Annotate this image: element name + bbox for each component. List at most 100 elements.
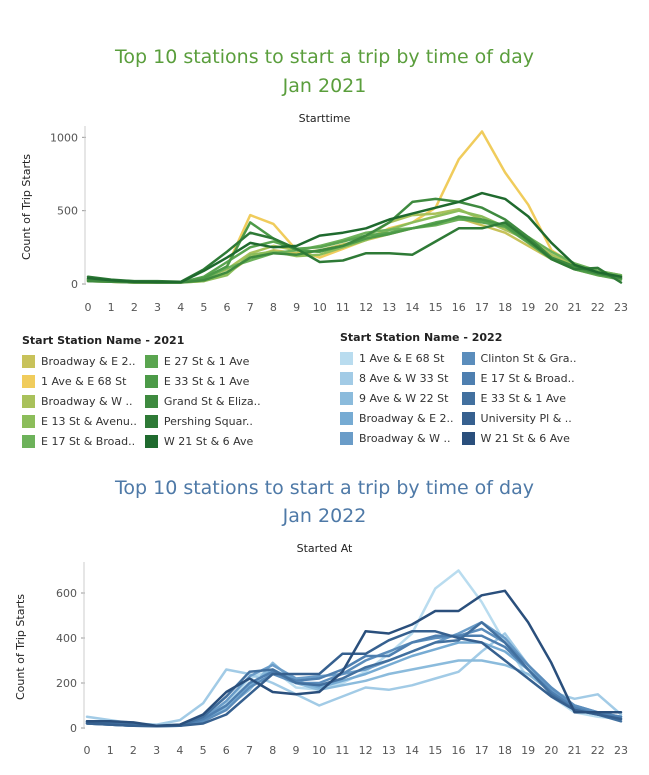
chart1-x-tick-label: 13 <box>382 301 396 314</box>
legend-2022-swatch <box>461 431 475 445</box>
chart1-y-tick-label: 500 <box>57 205 78 218</box>
chart2-series-line-10[interactable] <box>85 589 623 728</box>
chart2-x-tick-label: 4 <box>176 744 183 757</box>
legend-2021-label: Grand St & Eliza.. <box>163 394 261 408</box>
chart2-x-tick-label: 22 <box>591 744 605 757</box>
chart1-x-tick-label: 11 <box>336 301 350 314</box>
legend-2022-swatch <box>461 371 475 385</box>
chart1-x-tick-label: 22 <box>591 301 605 314</box>
chart2-series-line-1[interactable] <box>85 569 623 727</box>
chart1-series-line-8[interactable] <box>86 197 623 284</box>
legend-2021-label: Pershing Squar.. <box>163 414 253 428</box>
chart1-x-tick-label: 23 <box>614 301 628 314</box>
chart1-y-axis-label: Count of Trip Starts <box>20 154 33 260</box>
legend-2022-label: 9 Ave & W 22 St <box>359 391 449 405</box>
legend-2022-item[interactable]: E 17 St & Broad.. <box>461 368 577 388</box>
chart1-x-tick-label: 19 <box>521 301 535 314</box>
legend-2021-item[interactable]: E 13 St & Avenu.. <box>22 411 137 431</box>
legend-2021-item[interactable]: Grand St & Eliza.. <box>144 391 261 411</box>
legend-2021-item[interactable]: Broadway & E 2.. <box>22 351 137 371</box>
legend-2021-item[interactable]: E 27 St & 1 Ave <box>144 351 261 371</box>
chart1-subtitle: Jan 2021 <box>282 75 367 97</box>
chart2-x-tick-label: 8 <box>269 744 276 757</box>
chart1-x-tick-label: 20 <box>544 301 558 314</box>
chart2-x-tick-label: 0 <box>84 744 91 757</box>
chart2-x-tick-label: 17 <box>475 744 489 757</box>
chart1-series-line-10[interactable] <box>86 191 623 284</box>
legend-2022-item[interactable]: 8 Ave & W 33 St <box>340 368 454 388</box>
chart2-series-line-3[interactable] <box>85 659 623 728</box>
legend-2021-title: Start Station Name - 2021 <box>22 334 185 347</box>
chart1-x-tick-label: 12 <box>359 301 373 314</box>
chart1-x-tick-label: 2 <box>131 301 138 314</box>
chart1-series-line-2[interactable] <box>86 130 623 284</box>
chart1-x-tick-label: 18 <box>498 301 512 314</box>
chart2-x-tick-label: 9 <box>292 744 299 757</box>
chart2-x-tick-label: 19 <box>521 744 535 757</box>
legend-2022-label: 1 Ave & E 68 St <box>359 351 445 365</box>
legend-2022-items: 1 Ave & E 68 St 8 Ave & W 33 St 9 Ave & W … <box>340 348 576 448</box>
chart2-x-tick-label: 16 <box>451 744 465 757</box>
legend-2022-swatch <box>461 391 475 405</box>
chart2-y-tick-label: 400 <box>56 632 77 645</box>
legend-2022-swatch <box>340 371 353 385</box>
legend-2022-label: E 17 St & Broad.. <box>480 371 575 385</box>
legend-2021-item[interactable]: Pershing Squar.. <box>144 411 261 431</box>
legend-2022-item[interactable]: Broadway & W .. <box>340 428 454 448</box>
legend-2022-item[interactable]: E 33 St & 1 Ave <box>461 388 577 408</box>
legend-2021-items: Broadway & E 2.. 1 Ave & E 68 St Broadway … <box>22 351 261 451</box>
chart1-x-tick-label: 6 <box>224 301 231 314</box>
legend-2021-label: W 21 St & 6 Ave <box>163 434 254 448</box>
chart2-x-tick-label: 13 <box>382 744 396 757</box>
chart2-x-tick-label: 18 <box>498 744 512 757</box>
legend-2021-item[interactable]: E 17 St & Broad.. <box>22 431 137 451</box>
legend-2021-swatch <box>22 374 35 388</box>
chart2-column-header: Started At <box>296 542 353 555</box>
chart2-x-tick-label: 10 <box>312 744 326 757</box>
legend-2021-item[interactable]: W 21 St & 6 Ave <box>144 431 261 451</box>
legend-2021-swatch <box>22 394 35 408</box>
chart1-x-tick-label: 15 <box>429 301 443 314</box>
legend-2022: Start Station Name - 2022 1 Ave & E 68 S… <box>340 331 576 448</box>
legend-2022-item[interactable]: 1 Ave & E 68 St <box>340 348 454 368</box>
legend-2022-swatch <box>340 431 353 445</box>
legend-2021-item[interactable]: 1 Ave & E 68 St <box>22 371 137 391</box>
legend-2021-swatch <box>144 374 158 388</box>
chart1-x-tick-label: 10 <box>313 301 327 314</box>
chart2-x-tick-label: 5 <box>200 744 207 757</box>
chart1-x-tick-label: 0 <box>85 301 92 314</box>
legend-2021-swatch <box>144 434 158 448</box>
chart2-subtitle: Jan 2022 <box>282 505 367 527</box>
legend-2022-item[interactable]: University Pl & .. <box>461 408 577 428</box>
legend-2021-label: Broadway & E 2.. <box>41 354 136 368</box>
chart1-title: Top 10 stations to start a trip by time … <box>115 46 534 68</box>
chart1-x-tick-label: 7 <box>247 301 254 314</box>
legend-2021-label: 1 Ave & E 68 St <box>41 374 127 388</box>
chart1-x-tick-label: 9 <box>293 301 300 314</box>
chart1-x-tick-label: 5 <box>200 301 207 314</box>
legend-2021-item[interactable]: Broadway & W .. <box>22 391 137 411</box>
chart1-x-tick-label: 3 <box>154 301 161 314</box>
chart1-x-tick-label: 14 <box>405 301 419 314</box>
chart2-x-tick-label: 7 <box>246 744 253 757</box>
legend-2022-swatch <box>340 351 353 365</box>
legend-2022-item[interactable]: 9 Ave & W 22 St <box>340 388 454 408</box>
legend-2021-swatch <box>144 414 158 428</box>
legend-2022-label: 8 Ave & W 33 St <box>359 371 449 385</box>
chart1-x-tick-label: 17 <box>475 301 489 314</box>
legend-2022-label: E 33 St & 1 Ave <box>480 391 567 405</box>
legend-2022-item[interactable]: Clinton St & Gra.. <box>461 348 576 368</box>
chart2-y-tick-label: 200 <box>56 677 77 690</box>
legend-2021-swatch <box>22 354 35 368</box>
chart1-column-header: Starttime <box>298 112 351 125</box>
legend-2022-label: Broadway & W .. <box>359 431 451 445</box>
legend-2022-label: W 21 St & 6 Ave <box>480 431 570 445</box>
legend-2022-item[interactable]: W 21 St & 6 Ave <box>461 428 577 448</box>
legend-2021-item[interactable]: E 33 St & 1 Ave <box>144 371 261 391</box>
legend-2022-item[interactable]: Broadway & E 2.. <box>340 408 454 428</box>
chart1-x-tick-label: 1 <box>108 301 115 314</box>
legend-2022-label: University Pl & .. <box>480 411 572 425</box>
chart2-x-tick-label: 3 <box>153 744 160 757</box>
chart2-series-line-8[interactable] <box>85 621 623 728</box>
